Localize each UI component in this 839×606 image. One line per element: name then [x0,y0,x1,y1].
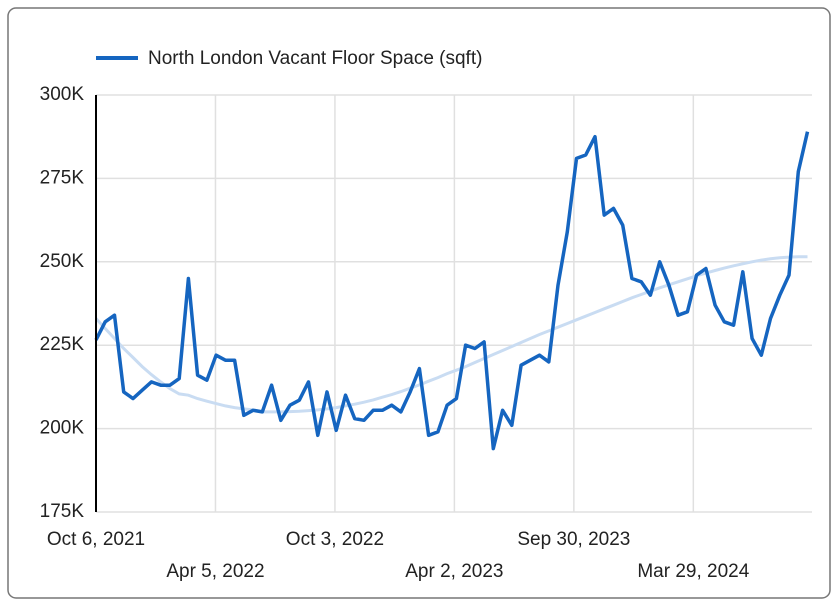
x-tick-label: Oct 3, 2022 [286,529,384,550]
x-tick-label: Mar 29, 2024 [637,561,749,582]
y-tick-label: 275K [40,167,85,188]
y-tick-label: 175K [40,501,85,522]
x-tick-label: Sep 30, 2023 [517,529,630,550]
x-tick-label: Apr 5, 2022 [166,561,264,582]
chart-frame [7,7,831,599]
y-tick-label: 225K [40,334,85,355]
plot [94,131,810,451]
y-tick-label: 300K [40,84,85,105]
trendline [94,255,808,414]
x-tick-label: Apr 2, 2023 [405,561,503,582]
series-line [94,131,810,451]
x-tick-label: Oct 6, 2021 [47,529,145,550]
legend-label: North London Vacant Floor Space (sqft) [148,48,482,69]
y-tick-label: 200K [40,418,85,439]
axes: 175K 200K 225K 250K 275K 300K Oct 6, 2021 Apr 5… [40,48,750,582]
y-tick-label: 250K [40,251,85,272]
grid [96,94,812,513]
